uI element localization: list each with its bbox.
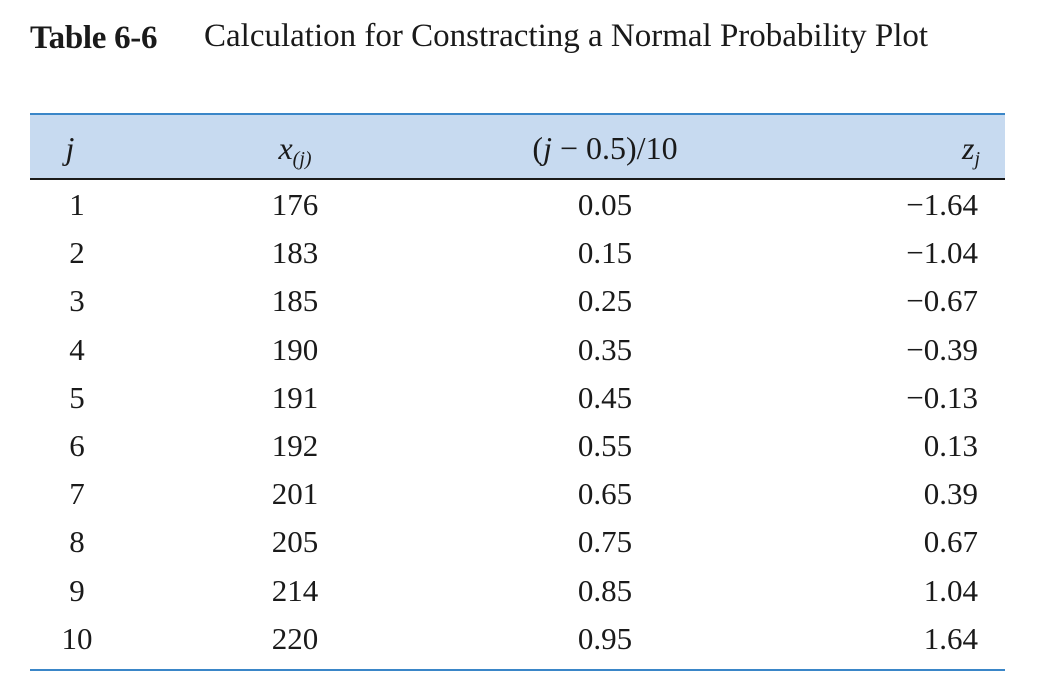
cell-j: 8: [69, 524, 85, 560]
cell-j: 2: [69, 235, 85, 271]
cell-z: 0.39: [923, 476, 978, 512]
cell-probability: 0.35: [577, 331, 633, 367]
table-body: 1 176 0.05 −1.64 2 183 0.15 −1.04 3 185 …: [30, 180, 1005, 662]
table-row: 2 183 0.15 −1.04: [30, 228, 1005, 276]
table-title: Calculation for Constracting a Normal Pr…: [204, 18, 929, 54]
cell-probability: 0.05: [577, 187, 633, 222]
cell-probability: 0.65: [577, 476, 633, 512]
cell-x: 220: [271, 620, 319, 656]
cell-j: 6: [69, 427, 85, 463]
table-row: 8 205 0.75 0.67: [30, 517, 1005, 565]
table-row: 10 220 0.95 1.64: [30, 614, 1005, 662]
cell-x: 185: [271, 283, 319, 319]
cell-j: 1: [69, 187, 85, 222]
cell-z: 1.04: [923, 572, 978, 608]
cell-x: 183: [271, 235, 319, 271]
column-header-z: zj: [961, 130, 980, 170]
column-header-probability: (j − 0.5)/10: [532, 130, 678, 166]
column-header-x: x(j): [278, 130, 312, 170]
header-rule: [30, 178, 1005, 180]
cell-z: 1.64: [923, 620, 978, 656]
table-number: Table 6-6: [30, 20, 158, 56]
cell-x: 191: [271, 379, 319, 415]
cell-x: 176: [271, 187, 319, 222]
top-rule: [30, 113, 1005, 115]
table-row: 4 190 0.35 −0.39: [30, 325, 1005, 373]
cell-x: 201: [271, 476, 319, 512]
cell-probability: 0.15: [577, 235, 633, 271]
cell-z: −1.04: [906, 235, 978, 271]
column-header-j: j: [65, 130, 75, 166]
cell-x: 192: [271, 427, 319, 463]
bottom-rule: [30, 669, 1005, 671]
cell-z: 0.13: [923, 427, 978, 463]
cell-probability: 0.95: [577, 620, 633, 656]
cell-x: 214: [271, 572, 319, 608]
table-row: 7 201 0.65 0.39: [30, 469, 1005, 517]
header-band: [30, 115, 1005, 179]
cell-z: −1.64: [906, 187, 978, 222]
cell-probability: 0.75: [577, 524, 633, 560]
cell-probability: 0.25: [577, 283, 633, 319]
cell-j: 3: [69, 283, 85, 319]
cell-j: 7: [69, 476, 85, 512]
cell-x: 205: [271, 524, 319, 560]
cell-probability: 0.55: [577, 427, 633, 463]
cell-z: 0.67: [923, 524, 978, 560]
cell-j: 4: [69, 331, 85, 367]
table-row: 5 191 0.45 −0.13: [30, 373, 1005, 421]
table-row: 9 214 0.85 1.04: [30, 566, 1005, 614]
cell-x: 190: [271, 331, 319, 367]
cell-probability: 0.45: [577, 379, 633, 415]
cell-j: 9: [69, 572, 85, 608]
cell-z: −0.39: [906, 331, 978, 367]
table-row: 6 192 0.55 0.13: [30, 421, 1005, 469]
table-row: 1 176 0.05 −1.64: [30, 180, 1005, 228]
cell-probability: 0.85: [577, 572, 633, 608]
table-row: 3 185 0.25 −0.67: [30, 276, 1005, 324]
cell-j: 10: [61, 620, 93, 656]
cell-j: 5: [69, 379, 85, 415]
cell-z: −0.67: [906, 283, 978, 319]
cell-z: −0.13: [906, 379, 978, 415]
